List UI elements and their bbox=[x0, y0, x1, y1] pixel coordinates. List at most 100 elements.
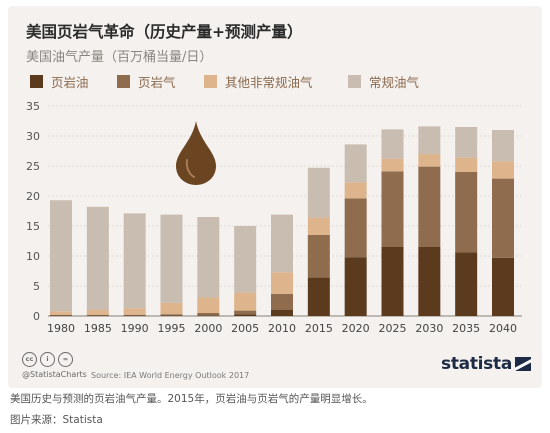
y-tick-label: 20 bbox=[26, 190, 40, 203]
bar-segment bbox=[50, 311, 72, 315]
bar-segment bbox=[197, 313, 220, 316]
x-tick-label: 1980 bbox=[47, 322, 75, 335]
bar-segment bbox=[197, 315, 220, 316]
bar-segment bbox=[50, 315, 72, 316]
legend-item-shale-gas: 页岩气 bbox=[117, 72, 176, 91]
bar-segment bbox=[418, 247, 441, 316]
bar-segment bbox=[160, 302, 183, 315]
bar-segment bbox=[381, 129, 404, 159]
bar-segment bbox=[307, 167, 330, 218]
bar-segment bbox=[307, 235, 330, 278]
x-tick-label: 2010 bbox=[268, 322, 296, 335]
legend-item-shale-oil: 页岩油 bbox=[30, 72, 89, 91]
x-tick-label: 2015 bbox=[305, 322, 333, 335]
x-tick-label: 1995 bbox=[158, 322, 186, 335]
bar-segment bbox=[344, 144, 367, 183]
legend-label: 页岩油 bbox=[51, 75, 89, 90]
bar-segment bbox=[197, 217, 220, 298]
bar-segment bbox=[234, 226, 257, 293]
image-source: 图片来源：Statista bbox=[10, 414, 103, 426]
data-source: Source: IEA World Energy Outlook 2017 bbox=[91, 371, 250, 380]
x-tick-label: 2025 bbox=[379, 322, 407, 335]
bar-segment bbox=[234, 310, 257, 315]
chart-card: 美国页岩气革命（历史产量+预测产量） 美国油气产量（百万桶当量/日） 页岩油 页… bbox=[8, 6, 542, 388]
bar-segment bbox=[492, 178, 514, 258]
bar-segment bbox=[234, 314, 257, 316]
bar-segment bbox=[234, 292, 257, 311]
statista-logo-icon bbox=[515, 357, 531, 371]
x-tick-label: 2005 bbox=[231, 322, 259, 335]
attribution-icon: i bbox=[40, 352, 55, 367]
y-tick-label: 35 bbox=[26, 100, 40, 113]
legend-label: 常规油气 bbox=[369, 75, 420, 90]
bar-segment bbox=[455, 157, 478, 172]
bar-segment bbox=[86, 206, 109, 310]
license-icons: cc i = bbox=[22, 352, 76, 367]
bar-segment bbox=[492, 130, 514, 162]
legend-label: 其他非常规油气 bbox=[225, 75, 313, 90]
legend-swatch bbox=[204, 75, 217, 88]
creative-commons-icon: cc bbox=[22, 352, 37, 367]
bar-segment bbox=[381, 247, 404, 316]
bar-segment bbox=[307, 217, 330, 235]
bar-segment bbox=[271, 293, 293, 310]
bar-segment bbox=[418, 126, 441, 154]
legend-swatch bbox=[30, 75, 43, 88]
x-tick-label: 2000 bbox=[194, 322, 222, 335]
bar-segment bbox=[123, 213, 146, 309]
bar-segment bbox=[123, 314, 146, 316]
legend-swatch bbox=[117, 75, 130, 88]
bar-segment bbox=[418, 166, 441, 247]
bar-segment bbox=[160, 214, 183, 303]
bar-segment bbox=[123, 308, 146, 315]
x-tick-label: 1990 bbox=[121, 322, 149, 335]
bar-segment bbox=[123, 315, 146, 316]
legend-label: 页岩气 bbox=[138, 75, 176, 90]
figure-caption: 美国历史与预测的页岩油气产量。2015年，页岩油与页岩气的产量明显增长。 bbox=[10, 393, 373, 405]
bar-segment bbox=[344, 198, 367, 258]
oil-drop-icon bbox=[176, 121, 216, 185]
bar-segment bbox=[271, 272, 293, 294]
x-tick-label: 1985 bbox=[84, 322, 112, 335]
chart-subtitle: 美国油气产量（百万桶当量/日） bbox=[26, 50, 213, 65]
bar-segment bbox=[455, 172, 478, 253]
bar-segment bbox=[344, 257, 367, 316]
statista-logo: statista bbox=[441, 354, 531, 374]
legend-item-conventional: 常规油气 bbox=[348, 72, 419, 91]
bar-segment bbox=[271, 310, 293, 316]
y-tick-label: 0 bbox=[33, 310, 40, 323]
legend-item-other-unconventional: 其他非常规油气 bbox=[204, 72, 313, 91]
y-tick-label: 15 bbox=[26, 220, 40, 233]
x-tick-label: 2040 bbox=[489, 322, 517, 335]
bar-segment bbox=[381, 158, 404, 172]
x-tick-label: 2020 bbox=[342, 322, 370, 335]
bar-segment bbox=[455, 127, 478, 158]
bar-segment bbox=[86, 310, 109, 315]
bar-segment bbox=[344, 182, 367, 199]
no-derivatives-icon: = bbox=[58, 352, 73, 367]
x-tick-label: 2035 bbox=[452, 322, 480, 335]
y-tick-label: 30 bbox=[26, 130, 40, 143]
statista-wordmark: statista bbox=[441, 354, 512, 374]
bar-segment bbox=[160, 315, 183, 316]
bars bbox=[50, 126, 514, 316]
bar-segment bbox=[492, 161, 514, 179]
bar-segment bbox=[492, 257, 514, 316]
bar-segment bbox=[50, 200, 72, 312]
bar-segment bbox=[455, 252, 478, 316]
bar-segment bbox=[307, 277, 330, 316]
bar-segment bbox=[197, 297, 220, 313]
y-tick-label: 25 bbox=[26, 160, 40, 173]
bar-segment bbox=[418, 154, 441, 167]
bar-segment bbox=[381, 171, 404, 247]
bar-segment bbox=[86, 315, 109, 316]
x-tick-label: 2030 bbox=[415, 322, 443, 335]
bar-segment bbox=[160, 314, 183, 316]
bar-segment bbox=[86, 314, 109, 316]
chart-title: 美国页岩气革命（历史产量+预测产量） bbox=[26, 23, 303, 41]
y-tick-label: 10 bbox=[26, 250, 40, 263]
y-tick-label: 5 bbox=[33, 280, 40, 293]
legend-swatch bbox=[348, 75, 361, 88]
